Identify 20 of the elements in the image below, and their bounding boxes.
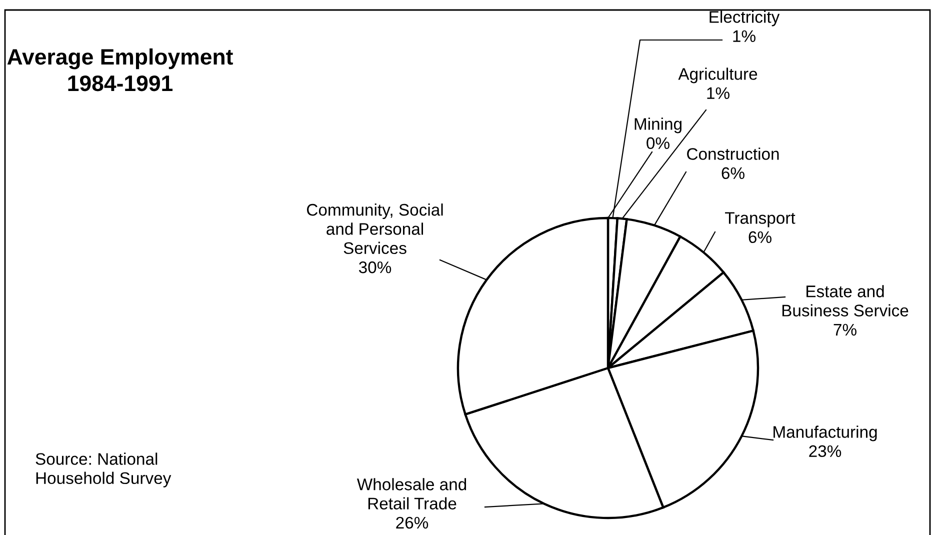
data-label: 23%: [809, 445, 842, 458]
slice-label: Transport: [725, 212, 796, 228]
data-label: 6%: [722, 167, 744, 180]
slice-label: Manufacturing: [774, 426, 877, 442]
data-label: 6%: [748, 231, 772, 244]
data-label: 1%: [733, 30, 756, 42]
data-label: 7%: [834, 324, 856, 336]
data-label: 30%: [358, 261, 392, 274]
slice-label: Community, Social and Personal Services: [306, 203, 443, 254]
slice-label: Wholesale and Retail Trade: [356, 478, 466, 510]
slice-label: Agriculture: [678, 68, 758, 84]
category-label: Mining: [634, 118, 682, 134]
data-label: 1%: [707, 87, 730, 99]
source-note: Source: National Household Survey: [36, 452, 172, 488]
text: 0%: [646, 137, 670, 150]
data-label: 26%: [396, 516, 428, 529]
text: Average Employment 1984-1991: [7, 48, 233, 92]
slice-label: Construction: [687, 148, 779, 160]
slice-label: Estate and Business Service: [782, 285, 908, 316]
slice-label: Electricity: [710, 10, 780, 26]
